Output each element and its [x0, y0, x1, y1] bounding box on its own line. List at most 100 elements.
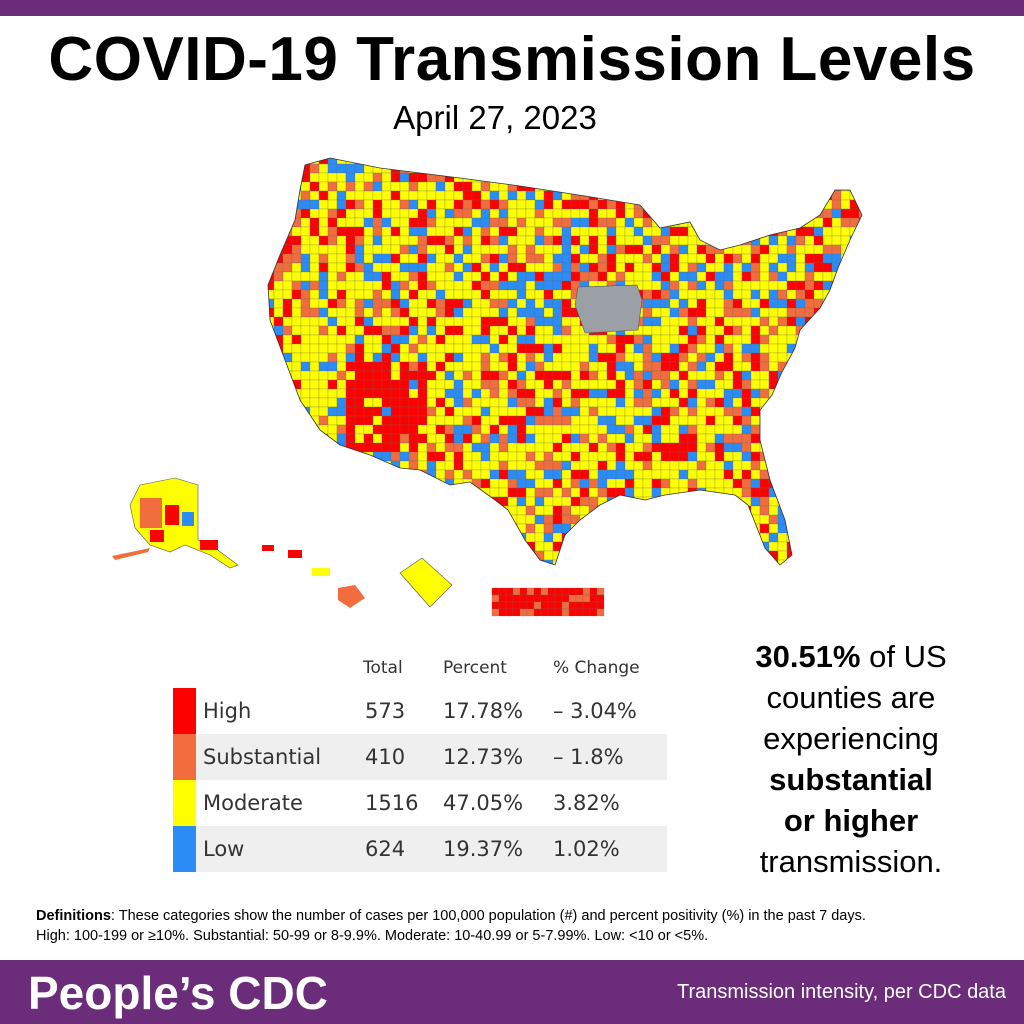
county-cell	[390, 487, 401, 498]
county-cell	[795, 442, 806, 453]
county-cell	[462, 352, 473, 363]
county-cell	[723, 208, 734, 219]
county-cell	[822, 217, 833, 228]
county-cell	[633, 163, 644, 174]
county-cell	[570, 244, 581, 255]
county-cell	[777, 199, 788, 210]
county-cell	[624, 541, 635, 552]
county-cell	[822, 352, 833, 363]
county-cell	[318, 469, 329, 480]
county-cell	[516, 424, 527, 435]
county-cell	[462, 343, 473, 354]
county-cell	[489, 307, 500, 318]
county-cell	[282, 199, 293, 210]
county-cell	[570, 478, 581, 489]
county-cell	[372, 307, 383, 318]
county-cell	[768, 181, 779, 192]
county-cell	[543, 334, 554, 345]
county-cell	[390, 550, 401, 561]
county-cell	[570, 262, 581, 273]
county-cell	[606, 523, 617, 534]
municipio-cell	[547, 594, 556, 603]
county-cell	[750, 289, 761, 300]
county-cell	[786, 559, 797, 565]
county-cell	[651, 271, 662, 282]
county-cell	[363, 262, 374, 273]
county-cell	[516, 505, 527, 516]
county-cell	[786, 244, 797, 255]
county-cell	[624, 343, 635, 354]
county-cell	[660, 559, 671, 565]
county-cell	[390, 163, 401, 174]
county-cell	[831, 361, 842, 372]
county-cell	[768, 361, 779, 372]
county-cell	[696, 496, 707, 507]
county-cell	[291, 496, 302, 507]
county-cell	[858, 253, 862, 264]
county-cell	[345, 172, 356, 183]
county-cell	[642, 379, 653, 390]
county-cell	[858, 496, 862, 507]
county-cell	[390, 158, 401, 165]
county-cell	[309, 244, 320, 255]
county-cell	[606, 172, 617, 183]
county-cell	[687, 262, 698, 273]
county-cell	[615, 406, 626, 417]
county-cell	[804, 262, 815, 273]
county-cell	[300, 469, 311, 480]
county-cell	[498, 388, 509, 399]
county-cell	[534, 370, 545, 381]
county-cell	[354, 496, 365, 507]
legend-row-substantial: Substantial 410 12.73% – 1.8%	[173, 734, 667, 780]
county-cell	[327, 397, 338, 408]
county-cell	[525, 325, 536, 336]
county-cell	[381, 262, 392, 273]
county-cell	[399, 523, 410, 534]
county-cell	[268, 514, 275, 525]
page-title: COVID-19 Transmission Levels	[48, 25, 976, 94]
county-cell	[597, 208, 608, 219]
county-cell	[336, 163, 347, 174]
county-cell	[669, 226, 680, 237]
county-cell	[849, 550, 860, 561]
county-cell	[318, 388, 329, 399]
county-cell	[813, 433, 824, 444]
county-cell	[688, 569, 697, 578]
county-cell	[345, 280, 356, 291]
county-cell	[588, 361, 599, 372]
county-cell	[615, 550, 626, 561]
county-cell	[408, 352, 419, 363]
county-cell	[813, 181, 824, 192]
county-cell	[417, 172, 428, 183]
county-cell	[642, 325, 653, 336]
county-cell	[759, 505, 770, 516]
county-cell	[471, 532, 482, 543]
county-cell	[849, 316, 860, 327]
county-cell	[274, 569, 283, 578]
legend-row-moderate: Moderate 1516 47.05% 3.82%	[173, 780, 667, 826]
county-cell	[696, 550, 707, 561]
county-cell	[399, 280, 410, 291]
county-cell	[786, 487, 797, 498]
county-cell	[804, 181, 815, 192]
county-cell	[489, 334, 500, 345]
county-cell	[399, 487, 410, 498]
county-cell	[309, 172, 320, 183]
county-cell	[516, 316, 527, 327]
county-cell	[399, 388, 410, 399]
county-cell	[408, 469, 419, 480]
county-cell	[345, 307, 356, 318]
county-cell	[336, 406, 347, 417]
county-cell	[813, 397, 824, 408]
county-cell	[381, 307, 392, 318]
county-cell	[804, 496, 815, 507]
county-cell	[579, 361, 590, 372]
county-cell	[399, 316, 410, 327]
county-cell	[570, 217, 581, 228]
county-cell	[660, 550, 671, 561]
county-cell	[471, 523, 482, 534]
municipio-cell	[505, 594, 514, 603]
county-cell	[399, 532, 410, 543]
report-date: April 27, 2023	[393, 99, 597, 136]
county-cell	[597, 172, 608, 183]
